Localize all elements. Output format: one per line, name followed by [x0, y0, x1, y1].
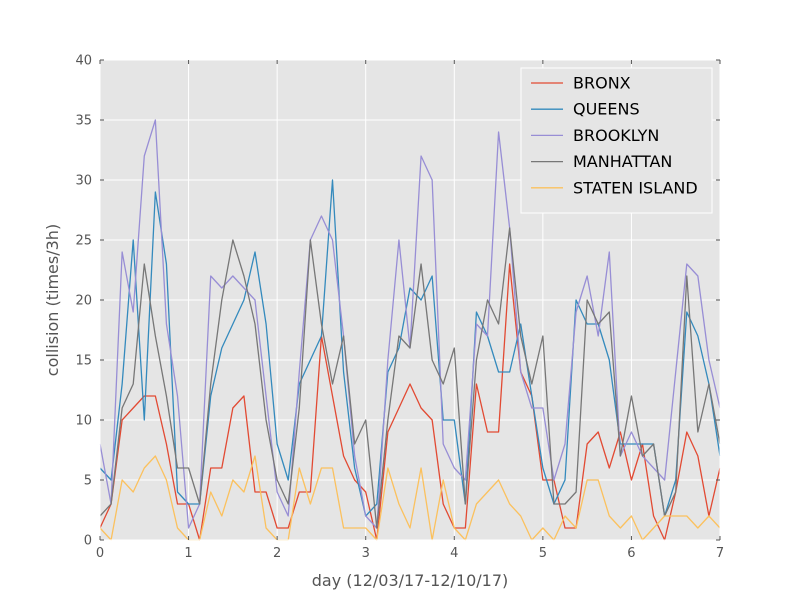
x-axis-label: day (12/03/17-12/10/17)	[312, 571, 509, 590]
x-tick-label: 2	[273, 546, 281, 561]
y-tick-label: 15	[75, 354, 92, 369]
x-tick-label: 3	[362, 546, 370, 561]
x-tick-label: 0	[96, 546, 104, 561]
legend-label: BRONX	[573, 74, 631, 93]
y-tick-label: 35	[75, 114, 92, 129]
series-lines	[99, 119, 721, 541]
legend-label: BROOKLYN	[573, 126, 659, 145]
axis-ticks: 0 1 2 3 4 5 6 7 0 5 10 15 20 25 30 35 40	[75, 54, 724, 562]
y-axis-label: collision (times/3h)	[43, 224, 62, 376]
series-line-staten-island	[99, 455, 721, 541]
legend-label: QUEENS	[573, 100, 640, 119]
x-tick-label: 6	[627, 546, 635, 561]
y-tick-label: 30	[75, 174, 92, 189]
legend-box	[520, 67, 713, 214]
x-tick-label: 5	[539, 546, 547, 561]
y-tick-label: 25	[75, 234, 92, 249]
x-tick-label: 4	[450, 546, 458, 561]
y-tick-label: 20	[75, 294, 92, 309]
legend-label: STATEN ISLAND	[573, 178, 698, 197]
y-tick-label: 40	[75, 54, 92, 69]
legend-label: MANHATTAN	[573, 152, 672, 171]
x-tick-label: 7	[716, 546, 724, 561]
legend: BRONX QUEENS BROOKLYN MANHATTAN STATEN ISLAN…	[520, 67, 713, 214]
series-line-manhattan	[99, 227, 721, 529]
y-tick-label: 10	[75, 414, 92, 429]
x-tick-label: 1	[184, 546, 192, 561]
series-line-bronx	[99, 263, 721, 541]
y-tick-label: 0	[84, 534, 92, 549]
y-tick-label: 5	[84, 474, 92, 489]
